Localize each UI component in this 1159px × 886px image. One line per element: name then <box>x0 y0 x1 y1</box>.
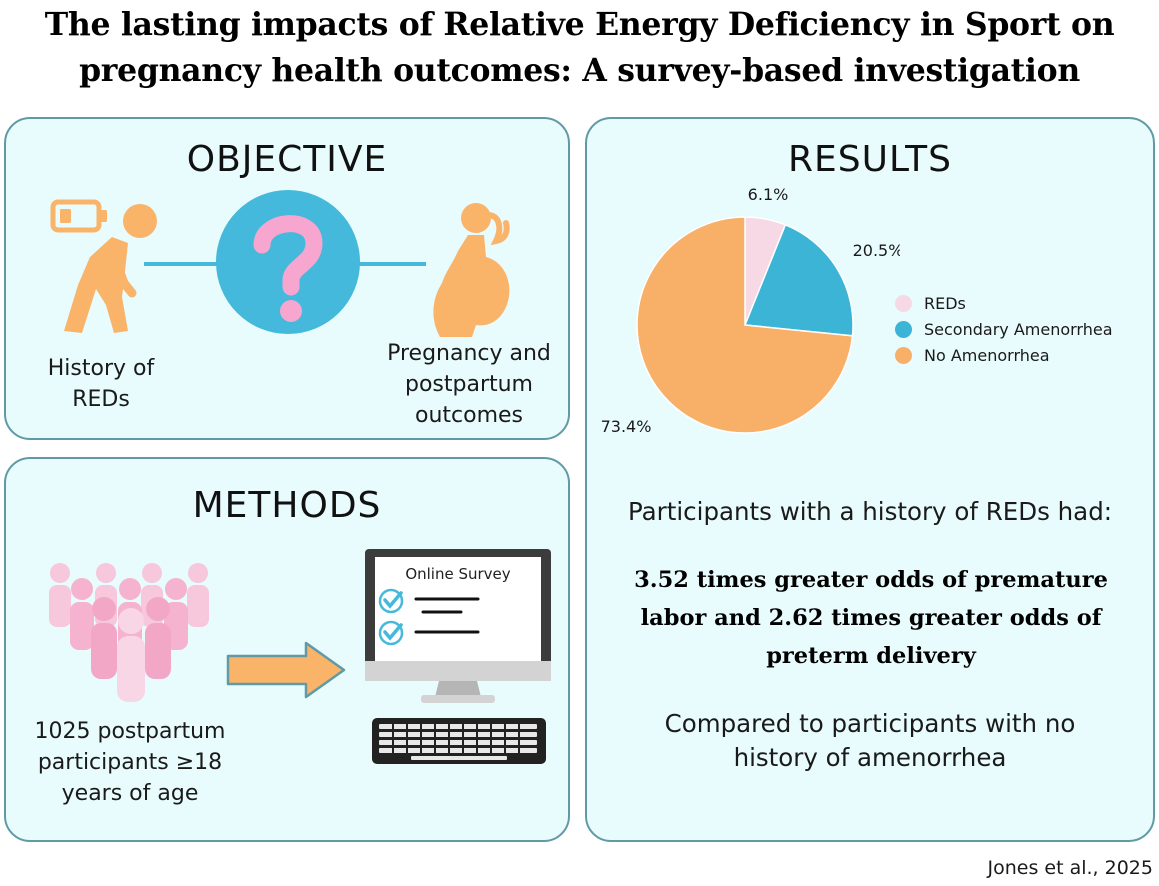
pie-slice-no-amenorrhea <box>636 216 854 434</box>
pregnancy-outcomes-caption: Pregnancy and postpartum outcomes <box>387 341 551 428</box>
legend-item-reds: REDs <box>895 290 1113 316</box>
checkmark-icon <box>378 588 404 646</box>
results-key-finding: 3.52 times greater odds of premature lab… <box>634 567 1108 669</box>
citation: Jones et al., 2025 <box>987 857 1153 879</box>
legend-item-secondary-amenorrhea: Secondary Amenorrhea <box>895 316 1113 342</box>
page-title: The lasting impacts of Relative Energy D… <box>0 2 1159 94</box>
question-mark-icon <box>216 190 360 334</box>
title-line-2: pregnancy health outcomes: A survey-base… <box>79 52 1080 89</box>
pie-label-no-amenorrhea: 73.4% <box>601 417 652 436</box>
keyboard-icon <box>372 718 546 764</box>
survey-label: Online Survey <box>405 565 510 583</box>
objective-panel: OBJECTIVE History of REDs Pregnancy and … <box>4 117 570 440</box>
title-line-1: The lasting impacts of Relative Energy D… <box>44 6 1115 43</box>
low-battery-icon <box>50 199 107 233</box>
results-comparison-text: Compared to participants with no history… <box>664 709 1076 772</box>
pie-label-reds: 6.1% <box>748 185 789 204</box>
legend-item-no-amenorrhea: No Amenorrhea <box>895 342 1113 368</box>
legend-swatch-reds <box>895 294 912 312</box>
results-pie-chart: 6.1% 20.5% 73.4% <box>601 185 900 436</box>
history-of-reds-caption: History of REDs <box>47 356 155 412</box>
results-intro-text: Participants with a history of REDs had: <box>628 497 1112 526</box>
methods-panel: METHODS Online Survey <box>4 457 570 842</box>
pie-label-secondary-amenorrhea: 20.5% <box>853 241 900 260</box>
pie-slice-secondary-amenorrhea <box>743 223 854 337</box>
results-heading: RESULTS <box>788 139 952 180</box>
people-crowd-icon <box>49 563 209 702</box>
methods-heading: METHODS <box>192 485 382 526</box>
computer-monitor-icon: Online Survey <box>365 549 551 703</box>
objective-heading: OBJECTIVE <box>186 139 388 180</box>
arrow-right-icon <box>226 641 346 699</box>
pregnant-woman-icon <box>433 203 510 337</box>
pie-legend: REDs Secondary Amenorrhea No Amenorrhea <box>895 290 1113 368</box>
legend-swatch-no-amenorrhea <box>895 346 912 364</box>
legend-swatch-secondary-amenorrhea <box>895 320 912 338</box>
participants-caption: 1025 postpartum participants ≥18 years o… <box>34 719 226 806</box>
tired-person-icon <box>64 204 157 333</box>
